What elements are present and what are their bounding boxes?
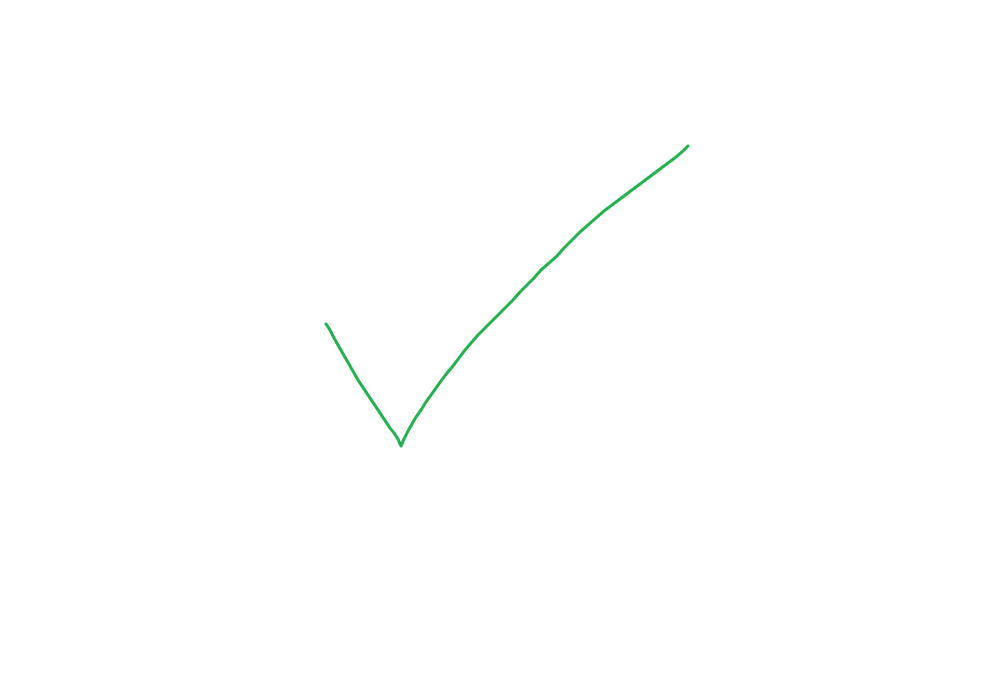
check-mark-icon bbox=[324, 144, 690, 448]
